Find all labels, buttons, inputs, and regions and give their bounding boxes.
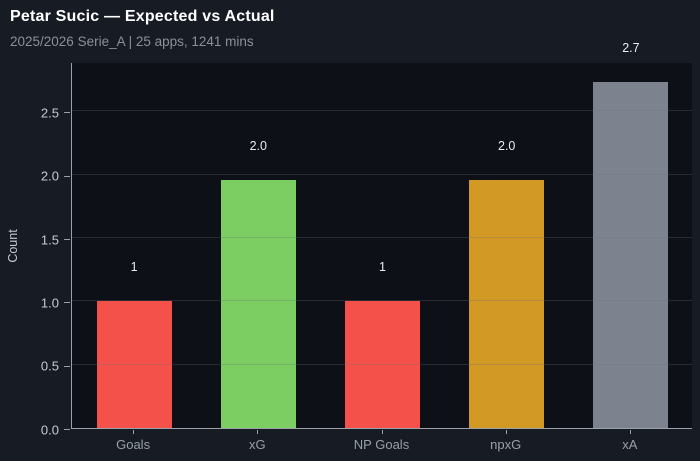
bar-xa: [593, 82, 669, 428]
gridline-y-1.5: [72, 237, 692, 239]
bar-goals: [96, 301, 172, 428]
y-tick-label-0.5: 0.5: [40, 358, 59, 374]
y-tick-label-2.5: 2.5: [40, 105, 59, 121]
x-tick-label-xa: xA: [622, 437, 638, 452]
gridline-y-1: [72, 300, 692, 302]
y-tick-mark-1.5: [64, 239, 70, 241]
y-tick-mark-2.5: [64, 112, 70, 114]
bar-value-label-xa: 2.7: [622, 41, 640, 56]
y-tick-mark-0.0: [64, 429, 70, 430]
gridline-y-0.5: [72, 363, 692, 365]
plot-area: 1 2.0 1 2.0 2.7: [71, 41, 692, 429]
bar-np-goals: [345, 301, 420, 428]
y-tick-label-1.0: 1.0: [40, 295, 59, 311]
x-tick-mark-xg: [257, 430, 259, 434]
x-tick-label-xg: xG: [248, 437, 266, 452]
gridline-y-2: [72, 173, 692, 175]
gridline-y-2.5: [72, 110, 692, 112]
y-tick-label-2.0: 2.0: [40, 168, 59, 184]
y-tick-mark-2.0: [64, 175, 70, 177]
y-tick-label-0.0: 0.0: [40, 422, 59, 437]
x-tick-mark-npxg: [505, 430, 507, 434]
bar-value-label-np-goals: 1: [379, 260, 386, 275]
chart-subtitle: 2025/2026 Serie_A | 25 apps, 1241 mins: [10, 34, 254, 49]
bar-value-label-goals: 1: [130, 260, 138, 275]
y-tick-mark-1.0: [64, 302, 70, 304]
bar-xg: [220, 179, 296, 428]
bar-value-label-npxg: 2.0: [497, 138, 516, 153]
x-tick-mark-xa: [629, 430, 631, 434]
y-tick-label-1.5: 1.5: [40, 232, 59, 248]
x-tick-mark-goals: [133, 430, 135, 434]
x-tick-mark-np-goals: [381, 430, 383, 434]
x-tick-label-npxg: npxG: [490, 437, 522, 452]
chart-title: Petar Sucic — Expected vs Actual: [10, 8, 275, 25]
bar-npxg: [469, 179, 545, 428]
x-tick-label-np-goals: NP Goals: [353, 437, 410, 452]
x-tick-label-goals: Goals: [116, 437, 151, 452]
y-tick-mark-0.5: [64, 365, 70, 367]
y-axis-title: Count: [6, 229, 20, 263]
bar-value-label-xg: 2.0: [249, 138, 267, 153]
